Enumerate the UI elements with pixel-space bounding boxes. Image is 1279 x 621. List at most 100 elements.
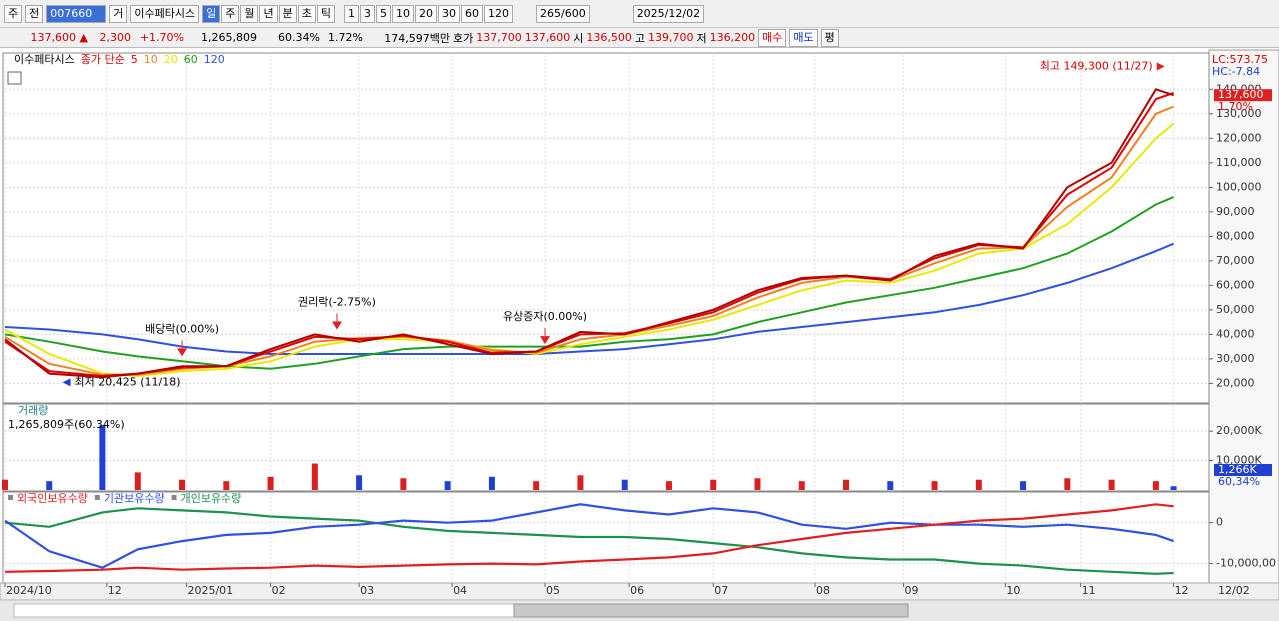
volume-bar (134, 472, 141, 490)
volume-bar (267, 476, 274, 490)
volume-bar (2, 479, 8, 490)
scroll-track[interactable] (13, 603, 515, 618)
high: 139,700 (648, 31, 694, 44)
y-tick-label: 30,000 (1216, 352, 1255, 365)
axis-column (1208, 49, 1279, 601)
series-line (4, 507, 1174, 575)
series-line (4, 196, 1174, 370)
last-price-box (1214, 89, 1272, 102)
x-axis-bar (0, 582, 1279, 601)
button[interactable]: 분 (278, 4, 297, 23)
avg-button[interactable]: 평 (820, 28, 839, 47)
volume-bar (99, 425, 106, 490)
button[interactable]: 20 (414, 4, 437, 23)
last-label: 1,266K (1218, 463, 1257, 476)
button[interactable]: 30 (437, 4, 460, 23)
low: 136,200 (709, 31, 756, 44)
x-tick-label: 12 (1175, 584, 1189, 597)
button[interactable]: 주 (221, 4, 240, 23)
button[interactable]: 120 (483, 4, 513, 23)
legend-entry: 5 (131, 53, 138, 66)
button[interactable]: 일 (202, 4, 221, 23)
scale-label: HC:-7.84 (1212, 65, 1260, 78)
stock-name[interactable]: 이수페타시스 (130, 4, 200, 23)
button[interactable]: 10 (391, 4, 414, 23)
y-tick-label: 20,000K (1216, 424, 1262, 437)
button[interactable]: 년 (259, 4, 278, 23)
x-tick-label: 11 (1082, 584, 1096, 597)
x-tick-label: 06 (630, 584, 644, 597)
volume-bar (975, 479, 982, 490)
volume-bar (710, 479, 717, 490)
background (0, 50, 1279, 621)
button[interactable]: 초 (297, 4, 316, 23)
title: 거래량 (18, 404, 48, 417)
end-label: 12/02 (1218, 584, 1250, 597)
scroll-thumb[interactable] (513, 603, 909, 618)
legend-entry: 외국인보유수량 (17, 492, 88, 505)
series-line (4, 242, 1174, 355)
button[interactable]: 3 (359, 4, 375, 23)
annotation: 배당락(0.00%) (145, 322, 219, 335)
panel (2, 403, 1210, 492)
button[interactable]: 5 (375, 4, 391, 23)
volume-ratio: 60.34% (278, 31, 320, 44)
label: 호가 (453, 31, 474, 45)
volume-bar (798, 481, 805, 490)
legend-icon (94, 495, 100, 500)
volume: 1,265,809 (201, 31, 257, 44)
series-line (4, 503, 1174, 573)
date-input[interactable]: 2025/12/02 (632, 4, 705, 23)
volume-bar (444, 481, 451, 490)
y-tick-label: 50,000 (1216, 303, 1255, 316)
volume-bar (665, 481, 672, 490)
x-tick-label: 12 (108, 584, 122, 597)
annotation: 유상증자(0.00%) (503, 310, 587, 323)
y-tick-label: 60,000 (1216, 278, 1255, 291)
button[interactable]: 전 (25, 4, 44, 23)
button[interactable]: 월 (240, 4, 259, 23)
y-tick-label: 70,000 (1216, 254, 1255, 267)
legend-entry: 이수페타시스 (14, 53, 75, 66)
event-marker (540, 336, 551, 345)
last-box (1214, 464, 1272, 476)
y-tick-label: 0 (1216, 516, 1223, 529)
count-input[interactable]: 265/600 (535, 4, 590, 23)
open: 136,500 (586, 31, 632, 44)
series-line (4, 503, 1174, 569)
code-input[interactable]: 007660 (46, 4, 107, 23)
change: 2,300 (99, 31, 132, 44)
label: 저 (696, 31, 707, 45)
sell-button[interactable]: 매도 (789, 28, 818, 47)
y-tick-label: 130,000 (1216, 107, 1262, 120)
volume-bar (533, 481, 540, 490)
label: 고 (634, 31, 645, 45)
y-tick-label: 120,000 (1216, 131, 1262, 144)
button[interactable]: 거 (109, 4, 128, 23)
series-line (4, 122, 1175, 378)
bid: 137,600 (524, 31, 571, 44)
button[interactable]: 주 (4, 4, 23, 23)
last-change: 1.70% (1218, 100, 1253, 113)
icon[interactable] (7, 71, 22, 85)
annotation: 최고 149,300 (11/27) (1040, 60, 1153, 73)
volume-bar (400, 478, 407, 490)
y-tick-label: 20,000 (1216, 376, 1255, 389)
buy-button[interactable]: 매수 (758, 28, 787, 47)
volume-bar (223, 481, 230, 490)
scale-label: LC:573.75 (1212, 53, 1268, 66)
x-tick-label: 03 (360, 584, 374, 597)
y-tick-label: 40,000 (1216, 327, 1255, 340)
button[interactable]: 60 (460, 4, 483, 23)
event-marker (177, 348, 188, 357)
price: 137,600 ▲ (30, 31, 88, 44)
volume-bar (931, 481, 938, 490)
y-tick-label: 10,000K (1216, 454, 1262, 467)
button[interactable]: 틱 (316, 4, 335, 23)
annotation: 최저 20,425 (11/18) (75, 375, 181, 388)
button[interactable]: 1 (343, 4, 359, 23)
volume-bar (311, 463, 318, 490)
